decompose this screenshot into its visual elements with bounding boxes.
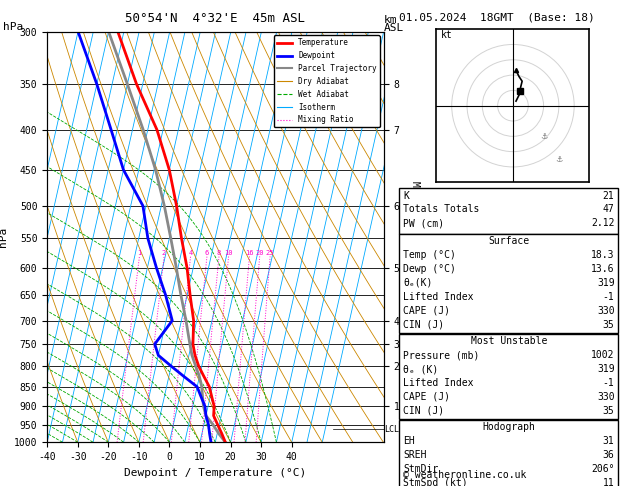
Text: 8: 8 <box>217 250 221 257</box>
Text: CAPE (J): CAPE (J) <box>403 306 450 316</box>
Text: StmSpd (kt): StmSpd (kt) <box>403 478 468 486</box>
Text: © weatheronline.co.uk: © weatheronline.co.uk <box>403 470 526 480</box>
Text: 13.6: 13.6 <box>591 264 615 274</box>
Text: 1: 1 <box>137 250 142 257</box>
Text: 4: 4 <box>189 250 192 257</box>
Text: θₑ (K): θₑ (K) <box>403 364 438 374</box>
Text: K: K <box>403 191 409 201</box>
Text: 319: 319 <box>597 278 615 288</box>
Text: -1: -1 <box>603 292 615 302</box>
Text: 1002: 1002 <box>591 350 615 360</box>
Text: Totals Totals: Totals Totals <box>403 204 479 214</box>
Text: 11: 11 <box>603 478 615 486</box>
Text: Surface: Surface <box>488 237 530 246</box>
Text: 18.3: 18.3 <box>591 250 615 260</box>
Text: 25: 25 <box>266 250 274 257</box>
Text: 20: 20 <box>255 250 264 257</box>
Y-axis label: Mixing Ratio (g/kg): Mixing Ratio (g/kg) <box>410 181 420 293</box>
Text: -1: -1 <box>603 378 615 388</box>
Text: 6: 6 <box>205 250 209 257</box>
Text: Lifted Index: Lifted Index <box>403 378 474 388</box>
Text: ASL: ASL <box>384 23 404 34</box>
Text: Hodograph: Hodograph <box>482 422 535 433</box>
Text: StmDir: StmDir <box>403 464 438 474</box>
Text: 47: 47 <box>603 204 615 214</box>
Text: 31: 31 <box>603 436 615 446</box>
Text: 36: 36 <box>603 450 615 460</box>
Text: 2.12: 2.12 <box>591 218 615 228</box>
Text: CIN (J): CIN (J) <box>403 320 444 330</box>
Text: 206°: 206° <box>591 464 615 474</box>
Text: 21: 21 <box>603 191 615 201</box>
Text: 35: 35 <box>603 320 615 330</box>
Text: 50°54'N  4°32'E  45m ASL: 50°54'N 4°32'E 45m ASL <box>125 12 306 25</box>
Text: Pressure (mb): Pressure (mb) <box>403 350 479 360</box>
Y-axis label: hPa: hPa <box>0 227 8 247</box>
Text: 319: 319 <box>597 364 615 374</box>
Text: LCL: LCL <box>384 425 399 434</box>
Text: EH: EH <box>403 436 415 446</box>
Text: 10: 10 <box>225 250 233 257</box>
Text: 01.05.2024  18GMT  (Base: 18): 01.05.2024 18GMT (Base: 18) <box>399 12 595 22</box>
Text: ⚓: ⚓ <box>555 155 562 164</box>
Legend: Temperature, Dewpoint, Parcel Trajectory, Dry Adiabat, Wet Adiabat, Isotherm, Mi: Temperature, Dewpoint, Parcel Trajectory… <box>274 35 380 127</box>
Text: kt: kt <box>441 30 453 40</box>
Text: 16: 16 <box>245 250 253 257</box>
Text: CAPE (J): CAPE (J) <box>403 392 450 402</box>
Text: θₑ(K): θₑ(K) <box>403 278 433 288</box>
Text: 330: 330 <box>597 392 615 402</box>
Text: km: km <box>384 15 397 25</box>
Text: 2: 2 <box>162 250 166 257</box>
Text: hPa: hPa <box>3 22 23 32</box>
Text: Dewp (°C): Dewp (°C) <box>403 264 456 274</box>
Text: 35: 35 <box>603 406 615 416</box>
Text: Temp (°C): Temp (°C) <box>403 250 456 260</box>
Text: Most Unstable: Most Unstable <box>470 336 547 347</box>
Text: PW (cm): PW (cm) <box>403 218 444 228</box>
Text: Lifted Index: Lifted Index <box>403 292 474 302</box>
X-axis label: Dewpoint / Temperature (°C): Dewpoint / Temperature (°C) <box>125 468 306 478</box>
Text: CIN (J): CIN (J) <box>403 406 444 416</box>
Text: ⚓: ⚓ <box>540 132 547 141</box>
Text: 330: 330 <box>597 306 615 316</box>
Text: SREH: SREH <box>403 450 426 460</box>
